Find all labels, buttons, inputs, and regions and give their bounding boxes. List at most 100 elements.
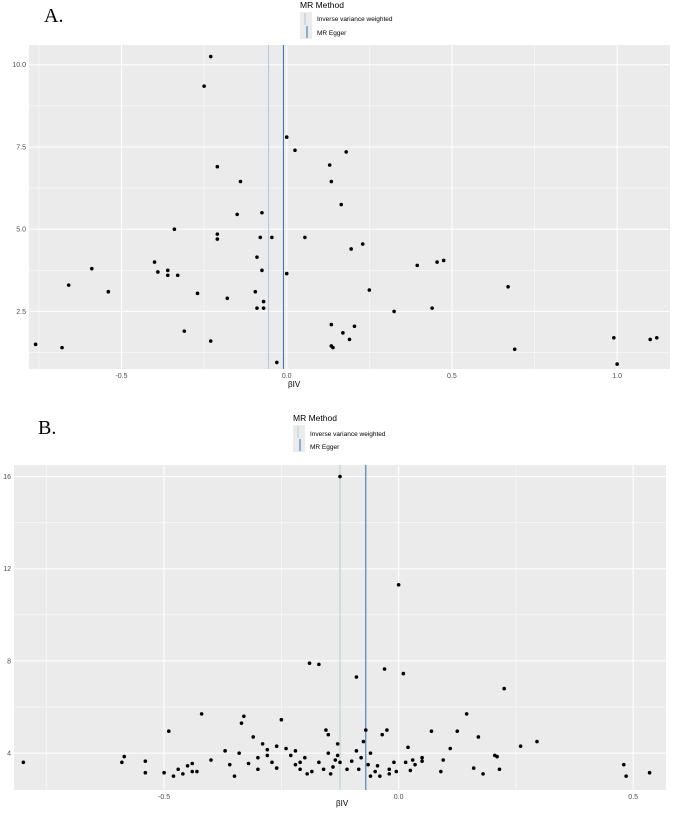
panel-b-data-point [176, 767, 180, 772]
panel-b-data-point [380, 732, 385, 737]
panel-b-x-tick-label: 0.0 [394, 794, 404, 801]
panel-b-data-point [288, 753, 293, 758]
panel-b-data-point [223, 749, 227, 753]
panel-a-data-point [441, 258, 446, 263]
panel-b-data-point [260, 742, 265, 746]
panel-b-data-point [190, 769, 195, 774]
panel-b-data-point [518, 744, 523, 749]
panel-a-y-tick-label: 5.0 [16, 227, 26, 234]
panel-b-data-point [270, 760, 274, 765]
panel-b-data-point [242, 714, 246, 719]
panel-b-data-point [256, 767, 260, 772]
panel-b-data-point [476, 735, 481, 739]
panel-b-data-point [401, 671, 406, 676]
panel-a-data-point [89, 266, 94, 271]
panel-b-data-point [382, 667, 387, 671]
panel-b-data-point [279, 717, 284, 722]
panel-a-data-point [293, 148, 297, 153]
panel-b-data-point [209, 758, 213, 762]
panel-a-data-point [66, 283, 71, 287]
panel-a-data-point [165, 273, 170, 278]
panel-b-data-point [284, 746, 288, 751]
panel-b-data-point [328, 772, 333, 776]
panel-b-data-point [120, 760, 124, 765]
panel-b-data-point [317, 662, 321, 667]
panel-b-data-point [321, 767, 326, 772]
panel-b-data-point [274, 744, 279, 749]
panel-a-y-tick-label: 7.5 [16, 144, 26, 151]
panel-a-legend-ivw-label: Inverse variance weighted [317, 16, 393, 23]
panel-a: A. MR Method Inverse variance weighted M… [12, 0, 670, 389]
panel-a-legend-egger-label: MR Egger [317, 30, 347, 37]
panel-a-data-point [329, 179, 334, 184]
panel-a-data-point [327, 163, 332, 167]
panel-b-data-point [410, 758, 415, 762]
panel-a-data-point [165, 268, 170, 273]
panel-a-data-point [208, 339, 213, 343]
panel-b-data-point [303, 755, 307, 760]
panel-b-y-tick-label: 8 [7, 658, 11, 665]
panel-a-x-tick-labels: -0.5 0.0 0.5 1.0 [115, 373, 622, 380]
panel-b-data-point [324, 728, 328, 732]
panel-b-data-point [481, 772, 485, 776]
panel-a-x-tick-label: 1.0 [612, 373, 622, 380]
panel-b-data-point [624, 774, 628, 778]
panel-b-data-point [366, 762, 370, 767]
panel-b-legend: MR Method Inverse variance weighted MR E… [293, 413, 386, 452]
panel-b-data-point [363, 728, 368, 732]
panel-a-data-point [258, 235, 263, 240]
panel-a-plot-background [29, 45, 670, 369]
panel-b-data-point [497, 767, 502, 772]
panel-a-data-point [284, 135, 289, 139]
panel-a-data-point [360, 242, 365, 246]
panel-b-data-point [471, 766, 476, 770]
panel-a-x-tick-label: 0.5 [447, 373, 457, 380]
panel-b-data-point [378, 774, 382, 778]
panel-b-x-tick-labels: -0.5 0.0 0.5 [158, 794, 638, 801]
panel-a-data-point [435, 260, 439, 264]
panel-b-data-point [232, 774, 237, 778]
panel-b-data-point [246, 761, 251, 766]
panel-b-data-point [251, 735, 256, 739]
panel-a-data-point [347, 337, 352, 342]
panel-b-data-point [387, 772, 392, 776]
panel-a-data-point [255, 255, 259, 259]
panel-a-data-point [506, 284, 510, 289]
panel-a-data-point [260, 268, 264, 273]
panel-b-y-tick-label: 12 [3, 566, 11, 573]
panel-b-data-point [349, 759, 354, 763]
panel-a-data-point [430, 306, 434, 310]
panel-b-data-point [495, 754, 499, 759]
panel-a-data-point [33, 342, 38, 347]
panel-b-data-point [317, 760, 321, 765]
panel-a-data-point [215, 232, 220, 236]
panel-a-letter: A. [44, 5, 63, 27]
panel-a-gridlines [29, 45, 670, 369]
panel-b-data-point [455, 729, 460, 734]
panel-b-data-point [621, 762, 626, 767]
panel-a-data-point [260, 210, 264, 215]
panel-a-data-point [175, 273, 180, 278]
panel-b-y-tick-labels: 4 8 12 16 [3, 474, 11, 758]
panel-a-data-point [339, 202, 344, 207]
panel-b-data-point [274, 766, 279, 770]
panel-a-data-point [238, 179, 243, 184]
panel-b-data-point [335, 742, 340, 746]
panel-b-data-point [338, 760, 342, 765]
panel-b-y-tick-label: 4 [7, 751, 11, 758]
panel-a-data-point [255, 306, 259, 310]
panel-b-data-point [331, 765, 335, 769]
panel-b-data-point [375, 763, 380, 768]
panel-b-data-point [265, 753, 270, 758]
panel-b-data-point [190, 761, 195, 766]
panel-a-data-point [344, 150, 348, 154]
panel-a-legend: MR Method Inverse variance weighted MR E… [300, 0, 393, 39]
panel-b-data-point [335, 753, 340, 758]
panel-b-data-point [143, 759, 148, 763]
panel-b-data-point [394, 769, 399, 774]
panel-b-legend-key-bg [293, 425, 305, 452]
panel-b-data-point [356, 767, 361, 772]
panel-b-data-point [354, 749, 359, 753]
panel-b-x-tick-label: -0.5 [158, 794, 170, 801]
panel-b-data-point [21, 760, 26, 765]
